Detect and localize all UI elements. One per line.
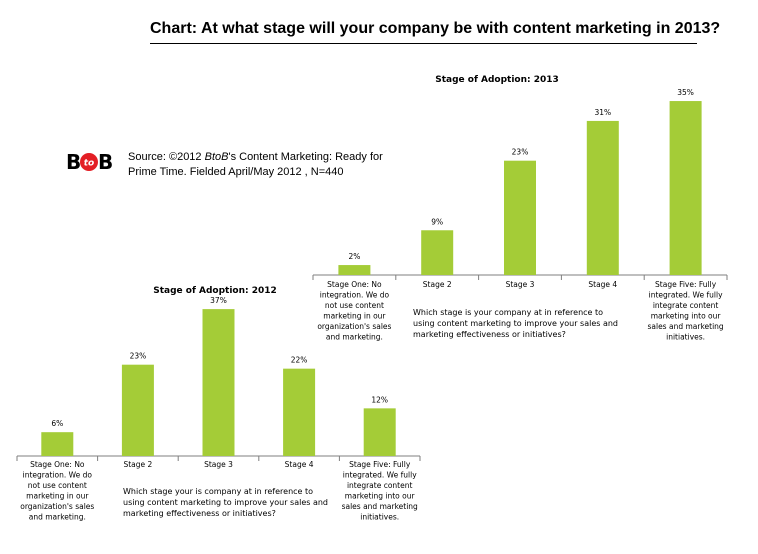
data-label: 9% [431, 217, 443, 226]
category-label-line: Stage 2 [123, 460, 152, 469]
source-line-1: Source: ©2012 BtoB's Content Marketing: … [128, 150, 383, 165]
category-label-line: marketing into our [651, 312, 722, 321]
category-label-line: integration. We do [320, 291, 390, 300]
category-label-line: Stage One: No [30, 460, 85, 469]
category-label-line: marketing in our [323, 312, 386, 321]
category-label: Stage One: No integration. We do not use c… [20, 460, 94, 522]
category-label: Stage 4 [285, 460, 314, 469]
category-label-line: and marketing. [326, 333, 383, 342]
page-title: Chart: At what stage will your company b… [150, 20, 721, 37]
bar [586, 120, 619, 276]
logo-letter-right: B [98, 150, 113, 173]
data-label: 22% [291, 356, 308, 365]
x-axis-label-line: marketing effectiveness or initiatives? [413, 330, 566, 339]
category-label: Stage 2 [123, 460, 152, 469]
data-label: 35% [677, 88, 694, 97]
category-label-line: sales and marketing [647, 322, 723, 331]
category-label-line: initiatives. [360, 513, 399, 522]
data-label: 37% [210, 296, 227, 305]
data-label: 23% [512, 148, 529, 157]
category-label-line: integration. We do [23, 471, 93, 480]
logo-letter-left: B [66, 150, 81, 173]
category-label: Stage 2 [423, 280, 452, 289]
category-label-line: Stage Five: Fully [349, 460, 411, 469]
bar [421, 230, 454, 275]
title-underline [150, 43, 697, 44]
category-label-line: not use content [28, 481, 87, 490]
category-label-line: integrate content [347, 481, 413, 490]
category-label-line: organization's sales [20, 502, 94, 511]
category-label-line: sales and marketing [342, 502, 418, 511]
logo-circle [80, 153, 98, 171]
x-axis-label: Which stage your is company at in refere… [123, 487, 328, 518]
category-label-line: Stage 3 [204, 460, 233, 469]
bar [338, 265, 371, 275]
category-label-line: marketing in our [26, 492, 89, 501]
x-axis-label-line: Which stage is your company at in refere… [413, 308, 603, 317]
data-label: 6% [51, 419, 63, 428]
source-italic: BtoB [204, 151, 229, 163]
category-label: Stage 3 [506, 280, 535, 289]
category-label-line: Stage Five: Fully [655, 280, 717, 289]
category-label-line: integrated. We fully [343, 471, 417, 480]
category-label-line: and marketing. [29, 513, 86, 522]
x-axis-label: Which stage is your company at in refere… [413, 308, 618, 339]
category-label: Stage 4 [588, 280, 617, 289]
logo-letter-mid: to [84, 159, 95, 169]
category-label-line: marketing into our [345, 492, 416, 501]
bar [283, 368, 316, 456]
data-label: 12% [371, 395, 388, 404]
x-axis-label-line: Which stage your is company at in refere… [123, 487, 313, 496]
category-label-line: Stage One: No [327, 280, 382, 289]
category-label-line: organization's sales [317, 322, 391, 331]
data-label: 23% [130, 352, 147, 361]
x-axis-label-line: using content marketing to improve your … [123, 498, 328, 507]
category-label-line: Stage 2 [423, 280, 452, 289]
category-label-line: initiatives. [666, 333, 705, 342]
category-label-line: integrated. We fully [649, 291, 723, 300]
chart-title: Stage of Adoption: 2013 [435, 75, 559, 85]
category-label-line: Stage 3 [506, 280, 535, 289]
source-suffix: 's Content Marketing: Ready for [228, 151, 383, 163]
bar [669, 101, 702, 275]
category-label: Stage One: No integration. We do not use c… [317, 280, 391, 342]
source-prefix: Source: ©2012 [128, 151, 205, 163]
bar [121, 364, 154, 456]
category-label-line: Stage 4 [588, 280, 617, 289]
category-label: Stage Five: Fully integrated. We fully int… [647, 280, 723, 342]
chart-title: Stage of Adoption: 2012 [153, 286, 277, 296]
category-label-line: Stage 4 [285, 460, 314, 469]
category-label-line: integrate content [653, 301, 719, 310]
source-note: Source: ©2012 BtoB's Content Marketing: … [128, 150, 383, 180]
bar [363, 408, 396, 456]
bar [41, 432, 74, 456]
bar [504, 160, 536, 275]
data-label: 2% [348, 252, 360, 261]
category-label: Stage 3 [204, 460, 233, 469]
source-line-2: Prime Time. Fielded April/May 2012 , N=4… [128, 166, 344, 178]
btob-logo: B to B [66, 150, 113, 173]
x-axis-label-line: marketing effectiveness or initiatives? [123, 509, 276, 518]
category-label: Stage Five: Fully integrated. We fully int… [342, 460, 418, 522]
data-label: 31% [594, 108, 611, 117]
x-axis-label-line: using content marketing to improve your … [413, 319, 618, 328]
bar [202, 309, 235, 456]
category-label-line: not use content [325, 301, 384, 310]
